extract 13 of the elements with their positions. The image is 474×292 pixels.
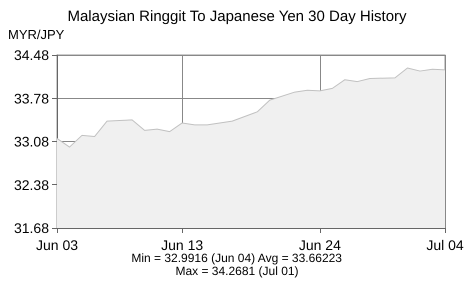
chart-title: Malaysian Ringgit To Japanese Yen 30 Day History — [67, 8, 408, 25]
y-axis-title: MYR/JPY — [8, 27, 65, 42]
y-tick-label: 34.48 — [14, 47, 50, 63]
y-tick-label: 33.08 — [14, 134, 50, 150]
text: Min = 32.9916 (Jun 04) Avg = 33.66223 — [131, 251, 342, 265]
x-tick-label: Jul 04 — [426, 237, 464, 253]
y-tick-label: 33.78 — [14, 90, 50, 106]
text: Max = 34.2681 (Jul 01) — [175, 264, 299, 278]
y-tick-label: 32.38 — [14, 176, 50, 193]
x-tick-label: Jun 03 — [36, 237, 78, 253]
y-tick-label: 31.68 — [14, 220, 50, 236]
x-tick-label: Jun 24 — [298, 237, 342, 253]
x-tick-label: Jun 13 — [161, 237, 204, 253]
